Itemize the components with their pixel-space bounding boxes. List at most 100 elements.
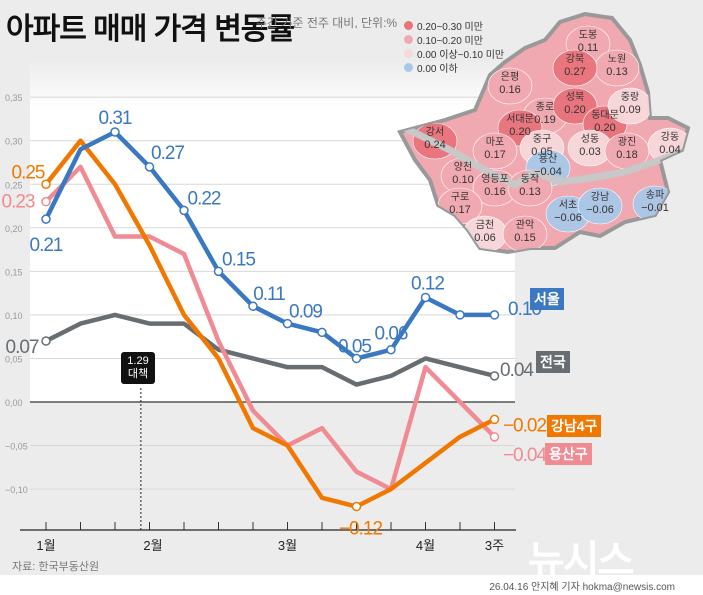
district-value: 0.20 — [594, 122, 615, 134]
data-label: −0.04 — [503, 445, 548, 466]
district-name: 용산 — [539, 153, 557, 165]
han-river — [403, 124, 688, 190]
event-date: 1.29 — [127, 355, 149, 367]
x-tick-label: 1월 — [36, 538, 55, 553]
district-name: 양천 — [454, 161, 472, 173]
district-name: 노원 — [608, 53, 626, 65]
data-label: 0.07 — [6, 337, 39, 358]
y-tick-label: −0,05 — [5, 442, 28, 452]
data-label: 0.31 — [99, 108, 132, 129]
district-value: −0.06 — [586, 204, 614, 216]
series-3: 0.23 −0.04 — [2, 164, 548, 492]
district-name: 서대문 — [506, 113, 534, 125]
district-name: 종로 — [536, 101, 554, 113]
data-label: 0.15 — [222, 249, 255, 270]
data-label: 0.12 — [411, 273, 444, 294]
series-1: 0.07 0.04 — [6, 312, 535, 387]
data-point — [351, 353, 362, 364]
district-name: 강남 — [591, 191, 609, 203]
data-label: 0.27 — [151, 143, 184, 164]
district-value: 0.27 — [564, 66, 585, 78]
district-value: 0.17 — [449, 204, 470, 216]
series-2: 0.25 −0.12 −0.02 — [12, 138, 547, 540]
district-value: 0.15 — [514, 232, 535, 244]
data-point — [110, 127, 120, 137]
district-name: 송파 — [646, 189, 664, 201]
data-point — [179, 205, 189, 216]
data-point — [41, 196, 51, 207]
legend-swatch — [404, 34, 413, 44]
series-tag-seoul: 서울 — [530, 288, 564, 310]
y-tick-label: 0,00 — [5, 398, 23, 408]
credit: 26.04.16 안지혜 기자 hokma@newsis.com — [489, 582, 675, 593]
series-tag-national: 전국 — [536, 351, 570, 373]
district-value: −0.04 — [534, 166, 562, 178]
y-tick-label: 0,25 — [5, 180, 23, 190]
data-point — [455, 310, 465, 320]
map-legend: 0.20~0.30 미만 0.10~0.20 미만 0.00 이상~0.10 미… — [404, 18, 505, 75]
data-label: 0.11 — [253, 284, 285, 305]
district-value: 0.09 — [619, 104, 640, 116]
subtitle: 주간 기준 전주 대비, 단위:% — [256, 16, 398, 30]
x-tick-label: 3주 — [485, 538, 504, 553]
data-label: 0.21 — [30, 235, 63, 256]
data-point — [41, 214, 51, 224]
event-annotation: 1.29 대책 — [121, 352, 155, 384]
district-마포 — [472, 132, 518, 170]
district-name: 강서 — [426, 126, 444, 138]
y-tick-label: 0,05 — [5, 354, 23, 364]
legend-item: 0.10~0.20 미만 — [404, 32, 504, 47]
district-value: 0.20 — [564, 104, 585, 116]
district-강남 — [577, 187, 623, 225]
data-point — [213, 266, 224, 277]
district-value: 0.19 — [534, 114, 555, 126]
x-tick-label: 4월 — [416, 538, 435, 553]
series-line — [44, 312, 496, 387]
series-line — [44, 138, 496, 509]
district-value: 0.17 — [484, 149, 505, 161]
page-title: 아파트 매매 가격 변동률 — [6, 13, 295, 46]
district-name: 중구 — [533, 133, 551, 145]
district-은평 — [487, 67, 533, 105]
data-point — [41, 336, 51, 346]
district-name: 구로 — [451, 192, 469, 203]
x-tick-label: 3월 — [278, 538, 297, 553]
district-name: 성북 — [566, 91, 584, 103]
district-value: 0.10 — [452, 174, 473, 186]
data-label: 0.25 — [12, 162, 45, 183]
district-name: 마포 — [486, 136, 504, 148]
district-강북 — [552, 49, 598, 87]
district-value: 0.16 — [484, 186, 505, 198]
district-name: 동작 — [521, 173, 539, 185]
y-tick-label: 0,10 — [5, 311, 23, 321]
data-label: 0.04 — [500, 360, 534, 381]
data-label: 0.05 — [338, 336, 371, 357]
legend-label: 0.00 이하 — [417, 63, 458, 75]
legend-label: 0.10~0.20 미만 — [417, 35, 483, 47]
data-point — [489, 432, 500, 442]
district-name: 금천 — [476, 219, 494, 231]
district-value: 0.04 — [659, 144, 680, 156]
district-value: 0.06 — [474, 232, 495, 244]
data-point — [420, 292, 431, 303]
district-관악 — [502, 215, 548, 252]
y-tick-label: 0,20 — [5, 224, 23, 234]
district-value: 0.18 — [616, 149, 637, 161]
y-tick-label: 0,35 — [5, 93, 23, 103]
event-label: 대책 — [127, 368, 149, 380]
legend-label: 0.20~0.30 미만 — [417, 21, 483, 33]
series-0: 0.210.310.270.220.150.110.090.050.060.12… — [30, 108, 542, 364]
series-line — [43, 129, 495, 361]
legend-label: 0.00 이상~0.10 미만 — [417, 49, 505, 61]
data-label: 0.22 — [188, 188, 221, 209]
district-name: 강북 — [566, 53, 584, 65]
legend-item: 0.00 이하 — [404, 60, 504, 75]
district-value: 0.13 — [519, 186, 540, 198]
district-value: 0.13 — [606, 66, 627, 78]
data-point — [317, 327, 327, 338]
district-name: 서초 — [559, 199, 577, 211]
legend-item: 0.00 이상~0.10 미만 — [404, 46, 505, 61]
district-value: 0.16 — [499, 84, 520, 96]
source-note: 자료: 한국부동산원 — [12, 561, 100, 573]
